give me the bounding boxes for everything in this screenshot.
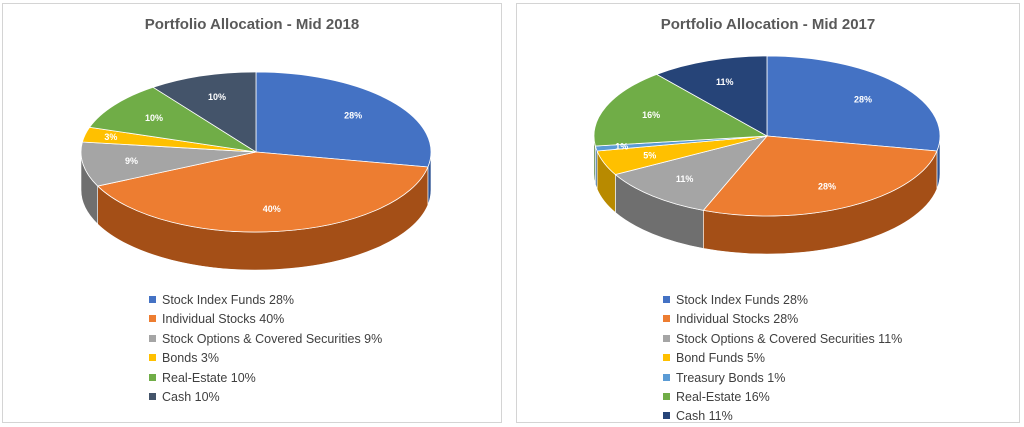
pie-data-label: 28%: [854, 94, 872, 104]
pie-slice: [152, 71, 257, 153]
chart-title: Portfolio Allocation - Mid 2017: [660, 16, 876, 33]
legend-2018: Stock Index Funds 28% Individual Stocks 4…: [149, 291, 382, 407]
pie-slice: [593, 73, 769, 147]
legend-entry: Real-Estate 10%: [149, 369, 382, 388]
legend-entry: Stock Options & Covered Securities 9%: [149, 330, 382, 349]
legend-swatch: [663, 354, 670, 362]
legend-label: Treasury Bonds 1%: [676, 370, 786, 385]
legend-entry: Treasury Bonds 1%: [663, 369, 902, 388]
pie-slice: [255, 71, 432, 168]
pie-data-label: 28%: [818, 181, 836, 191]
pie-data-label: 40%: [263, 204, 281, 214]
legend-swatch: [149, 296, 156, 303]
legend-entry: Individual Stocks 28%: [663, 310, 902, 329]
chart-title: Portfolio Allocation - Mid 2018: [144, 16, 360, 33]
pie-data-label: 16%: [642, 110, 660, 120]
pie-slice: [88, 86, 257, 153]
legend-entry: Stock Options & Covered Securities 11%: [663, 330, 902, 349]
legend-label: Individual Stocks 28%: [676, 312, 799, 327]
pie-data-labels: 28% 28% 11% 5% 1% 16% 11%: [615, 77, 872, 192]
legend-label: Bonds 3%: [162, 351, 219, 366]
legend-label: Bond Funds 5%: [676, 351, 765, 366]
legend-label: Real-Estate 16%: [676, 389, 770, 404]
legend-label: Cash 11%: [676, 409, 733, 424]
pie-data-label: 3%: [104, 132, 117, 142]
pie-chart-2018: 28% 40% 9% 3% 10% 10%: [80, 71, 432, 271]
legend-swatch: [663, 296, 670, 303]
pie-data-label: 28%: [344, 110, 362, 120]
pie-top-faces: [80, 71, 432, 233]
pie-data-label: 11%: [676, 174, 694, 184]
legend-swatch: [663, 392, 670, 400]
pie-top-faces: [593, 55, 941, 217]
legend-swatch: [663, 315, 670, 323]
legend-2017: Stock Index Funds 28% Individual Stocks 2…: [663, 291, 902, 427]
pie-data-labels: 28% 40% 9% 3% 10% 10%: [104, 92, 362, 214]
legend-label: Stock Options & Covered Securities 11%: [676, 331, 903, 346]
legend-swatch: [149, 392, 156, 400]
legend-label: Individual Stocks 40%: [162, 312, 285, 327]
legend-entry: Cash 10%: [149, 388, 382, 407]
legend-entry: Individual Stocks 40%: [149, 310, 382, 329]
pie-slice: [80, 141, 257, 187]
pie-slice: [614, 135, 769, 211]
pie-slice: [766, 55, 941, 152]
pie-chart-2017: 28% 28% 11% 5% 1% 16% 11%: [593, 55, 941, 255]
legend-swatch: [663, 334, 670, 342]
pie-slice: [96, 151, 429, 233]
pie-data-label: 5%: [643, 151, 656, 161]
pie-slice: [702, 135, 938, 217]
legend-entry: Stock Index Funds 28%: [149, 291, 382, 310]
legend-swatch: [149, 315, 156, 323]
legend-entry: Stock Index Funds 28%: [663, 291, 902, 310]
legend-entry: Bond Funds 5%: [663, 349, 902, 368]
legend-label: Stock Index Funds 28%: [676, 293, 809, 307]
legend-label: Cash 10%: [162, 389, 220, 404]
legend-label: Stock Options & Covered Securities 9%: [162, 331, 383, 346]
legend-swatch: [663, 412, 670, 420]
chart-panel-2018: Portfolio Allocation - Mid 2018 28% 40% 9%…: [2, 3, 502, 423]
legend-entry: Cash 11%: [663, 407, 902, 426]
legend-entry: Real-Estate 16%: [663, 388, 902, 407]
legend-swatch: [149, 354, 156, 362]
pie-data-label: 1%: [615, 142, 628, 152]
legend-swatch: [663, 373, 670, 381]
pie-data-label: 9%: [125, 156, 138, 166]
pie-data-label: 10%: [145, 113, 163, 123]
pie-slice: [655, 55, 768, 137]
legend-swatch: [149, 373, 156, 381]
legend-entry: Bonds 3%: [149, 349, 382, 368]
chart-panel-2017: Portfolio Allocation - Mid 2017 28% 28% 11…: [516, 3, 1020, 423]
legend-swatch: [149, 334, 156, 342]
pie-data-label: 10%: [208, 92, 226, 102]
pie-data-label: 11%: [716, 77, 734, 87]
legend-label: Stock Index Funds 28%: [162, 293, 295, 307]
legend-label: Real-Estate 10%: [162, 370, 256, 385]
